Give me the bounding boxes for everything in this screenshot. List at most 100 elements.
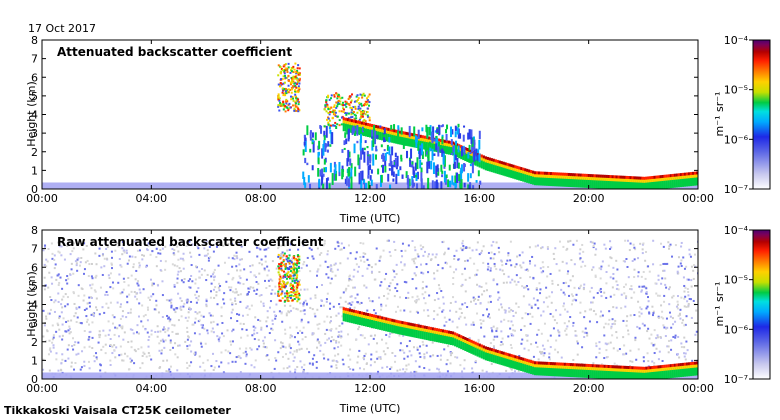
- precip-streak: [436, 137, 439, 149]
- noise-cell: [525, 285, 528, 288]
- noise-cell: [622, 260, 625, 263]
- cloud-base-core: [599, 174, 602, 178]
- cloud-base-yellow: [502, 353, 505, 358]
- noise-cell: [425, 351, 428, 354]
- cloud-base-core: [585, 363, 588, 367]
- cloud-base-core: [383, 316, 386, 320]
- noise-cell: [206, 329, 209, 332]
- noise-cell: [616, 349, 619, 352]
- precip-streak: [388, 146, 391, 156]
- noise-cell: [571, 299, 574, 302]
- precip-streak: [353, 125, 356, 136]
- noise-cell: [490, 244, 493, 247]
- noise-cell: [437, 368, 440, 371]
- noise-cell: [403, 351, 406, 354]
- noise-cell: [42, 358, 45, 361]
- cloud-cell: [296, 300, 299, 303]
- cloud-base-green: [358, 315, 362, 326]
- cloud-cell: [279, 72, 282, 75]
- cloud-base-core: [619, 365, 622, 369]
- noise-cell: [119, 303, 122, 306]
- noise-cell: [509, 281, 512, 284]
- cloud-cell: [292, 277, 295, 280]
- noise-cell: [64, 359, 67, 362]
- noise-cell: [227, 350, 230, 353]
- cloud-base-core: [551, 362, 555, 366]
- cloud-base-yellow: [563, 174, 567, 179]
- noise-cell: [85, 244, 88, 247]
- precip-streak: [460, 146, 463, 157]
- cloud-base-yellow: [653, 177, 656, 182]
- noise-cell: [493, 335, 496, 338]
- precip-streak: [306, 162, 309, 166]
- noise-cell: [334, 274, 337, 277]
- noise-cell: [471, 367, 474, 370]
- noise-cell: [361, 274, 364, 277]
- noise-cell: [377, 370, 380, 373]
- noise-cell: [300, 318, 303, 321]
- precip-streak: [440, 164, 443, 172]
- cloud-base-green: [364, 316, 368, 327]
- noise-cell: [507, 320, 510, 323]
- noise-cell: [565, 248, 568, 251]
- noise-cell: [558, 240, 561, 243]
- cloud-cell: [281, 280, 284, 283]
- noise-cell: [596, 292, 599, 295]
- cloud-base-core: [460, 335, 463, 339]
- cloud-base-core: [661, 364, 664, 368]
- cloud-base-core: [350, 119, 353, 123]
- noise-cell: [61, 338, 64, 341]
- noise-cell: [640, 308, 643, 311]
- noise-cell: [194, 293, 197, 296]
- noise-cell: [461, 370, 464, 373]
- noise-cell: [190, 255, 193, 258]
- noise-cell: [234, 288, 237, 291]
- noise-cell: [57, 292, 60, 295]
- precip-streak: [459, 180, 462, 189]
- noise-cell: [141, 254, 144, 257]
- cloud-base-green: [364, 126, 368, 137]
- noise-cell: [403, 280, 406, 283]
- cloud-base-core: [354, 310, 358, 314]
- noise-cell: [266, 310, 269, 313]
- noise-cell: [443, 324, 446, 327]
- noise-cell: [67, 277, 70, 280]
- noise-cell: [56, 274, 59, 277]
- noise-cell: [142, 325, 145, 328]
- x-tick-label: 00:00: [26, 382, 58, 395]
- noise-cell: [42, 335, 45, 338]
- noise-cell: [596, 321, 599, 324]
- cloud-cell: [358, 102, 361, 105]
- cloud-base-yellow: [673, 175, 676, 180]
- cloud-base-yellow: [537, 363, 541, 368]
- noise-cell: [256, 255, 259, 258]
- noise-cell: [305, 303, 308, 306]
- cloud-base-green: [655, 179, 658, 189]
- cloud-cell: [288, 294, 291, 297]
- noise-cell: [589, 290, 592, 293]
- cloud-base-green: [441, 143, 445, 154]
- cloud-base-green: [673, 367, 676, 378]
- noise-cell: [147, 351, 150, 354]
- noise-cell: [593, 309, 596, 312]
- precip-streak: [472, 136, 475, 140]
- noise-cell: [641, 252, 644, 255]
- noise-cell: [443, 253, 446, 256]
- noise-cell: [268, 332, 271, 335]
- cloud-base-green: [569, 177, 572, 188]
- noise-cell: [424, 291, 427, 294]
- cloud-base-core: [518, 356, 521, 360]
- noise-cell: [188, 240, 191, 243]
- cloud-base-core: [364, 312, 368, 316]
- noise-cell: [548, 356, 551, 359]
- cloud-base-core: [635, 176, 638, 180]
- cloud-base-core: [571, 173, 574, 177]
- cloud-base-green: [445, 334, 449, 345]
- noise-cell: [331, 270, 334, 273]
- noise-cell: [500, 340, 503, 343]
- noise-cell: [671, 255, 674, 258]
- noise-cell: [318, 341, 321, 344]
- precip-streak: [420, 162, 423, 165]
- cloud-base-green: [539, 175, 543, 186]
- cloud-base-green: [486, 350, 489, 361]
